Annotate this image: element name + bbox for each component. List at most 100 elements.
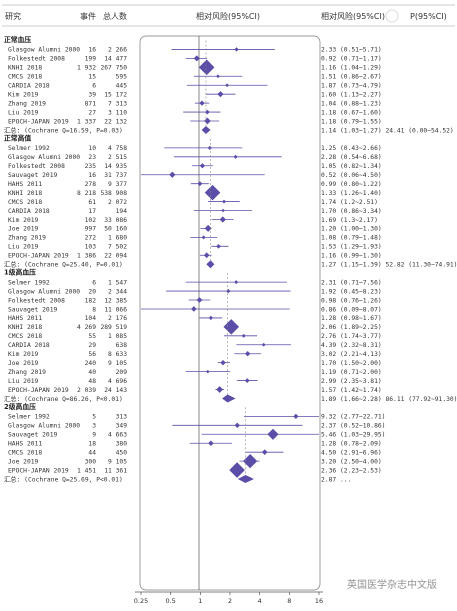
study-point-marker [220, 359, 226, 366]
study-rr-text: 2.31 (0.71~7.56) [321, 279, 382, 286]
study-events: 1 451 [77, 467, 96, 474]
study-point-marker [244, 351, 251, 357]
study-rr-text: 1.25 (0.43~2.66) [321, 145, 382, 152]
study-rr-text: 5.46 (1.03~29.95) [321, 432, 385, 439]
study-point-marker [198, 59, 215, 76]
study-events: 1 932 [77, 65, 96, 72]
study-events: 103 [85, 244, 97, 251]
plot-frame [139, 35, 321, 591]
study-events: 15 [88, 74, 96, 81]
study-name: Sauvaget 2019 [8, 432, 57, 439]
study-name: CMCS 2018 [8, 199, 42, 206]
study-point-marker [204, 117, 211, 125]
summary-rr-text: 2.87 ... [321, 476, 351, 483]
study-total: 9 105 [108, 458, 127, 465]
study-point-marker [293, 413, 299, 420]
study-total: 313 [116, 414, 128, 421]
study-name: Glasgow Alumni 2000 [8, 423, 80, 430]
study-events: 871 [85, 100, 97, 107]
study-name: Folkestedt 2008 [8, 163, 65, 170]
study-events: 300 [85, 458, 97, 465]
study-name: CMCS 2018 [8, 449, 42, 456]
study-point-marker [225, 83, 229, 88]
study-name: Glasgow Alumni 2000 [8, 288, 80, 295]
study-rr-text: 1.16 (0.99~1.30) [321, 253, 382, 260]
study-events: 23 [88, 154, 96, 161]
study-rr-text: 2.06 (1.89~2.25) [321, 324, 382, 331]
study-rr-text: 2.28 (0.54~6.68) [321, 154, 382, 161]
study-events: 9 [92, 432, 96, 439]
study-point-marker [207, 145, 213, 151]
study-total: 1 547 [108, 279, 127, 286]
study-name: Liu 2019 [8, 244, 39, 251]
study-rr-text: 1.16 (1.04~1.29) [321, 65, 382, 72]
study-name: Liu 2019 [8, 109, 39, 116]
study-name: Joe 2019 [8, 360, 39, 367]
study-name: EPOCH-JAPAN 2019 [8, 253, 69, 260]
study-events: 2 039 [77, 387, 96, 394]
study-events: 182 [85, 297, 97, 304]
study-rr-text: 1.19 (0.71~2.00) [321, 369, 382, 376]
study-rr-text: 0.92 (0.71~1.17) [321, 56, 382, 63]
study-events: 20 [88, 288, 96, 295]
study-point-marker [199, 163, 206, 169]
study-name: Zhang 2019 [8, 100, 46, 107]
study-total: 4 663 [108, 432, 127, 439]
study-point-marker [242, 453, 258, 469]
study-rr-text: 0.98 (0.76~1.26) [321, 297, 382, 304]
study-events: 8 [92, 306, 96, 313]
study-total: 2 515 [108, 154, 127, 161]
study-name: EPOCH-JAPAN 2019 [8, 467, 69, 474]
study-rr-text: 1.57 (1.42~1.74) [321, 387, 382, 394]
study-name: Joe 2019 [8, 226, 39, 233]
study-point-marker [203, 252, 210, 259]
summary-rr-text: 1.27 (1.15~1.39) 52.82 (11.30~74.91) [321, 262, 457, 269]
study-total: 380 [116, 441, 128, 448]
study-rr-text: 1.28 (0.78~2.09) [321, 441, 382, 448]
study-total: 31 737 [104, 172, 127, 179]
study-point-marker [206, 369, 210, 374]
summary-diamond [206, 260, 215, 269]
study-point-marker [191, 306, 197, 312]
summary-label: 汇总: (Cochrane Q=25.40, P=0.01) [4, 260, 123, 269]
study-total: 9 377 [108, 181, 127, 188]
study-point-marker [208, 440, 214, 446]
summary-diamond [201, 125, 211, 134]
study-rr-text: 3.02 (2.21~4.13) [321, 351, 382, 358]
study-events: 16 [88, 47, 96, 54]
study-point-marker [204, 224, 212, 232]
study-name: Folkestedt 2008 [8, 297, 65, 304]
study-rr-text: 3.20 (2.50~4.00) [321, 458, 382, 465]
study-events: 6 [92, 83, 96, 90]
study-rr-text: 1.92 (0.45~8.23) [321, 288, 382, 295]
study-rr-text: 1.33 (1.26~1.40) [321, 190, 382, 197]
study-point-marker [205, 109, 210, 115]
study-rr-text: 1.74 (1.2~2.51) [321, 199, 378, 206]
study-point-marker [223, 319, 240, 335]
watermark-text: 英国医学杂志中文版 [347, 578, 437, 591]
study-rr-text: 1.60 (1.13~2.27) [321, 91, 382, 98]
study-point-marker [261, 342, 266, 347]
forest-rows: 正常血压 Glasgow Alumni 2000 16 2 266 2.33 (0.51… [4, 35, 457, 483]
study-name: EPOCH-JAPAN 2019 [8, 118, 69, 125]
study-rr-text: 1.08 (0.79~1.48) [321, 235, 382, 242]
summary-diamond [237, 475, 254, 484]
study-point-marker [216, 386, 224, 393]
study-events: 5 [92, 414, 96, 421]
study-total: 1 085 [108, 333, 127, 340]
x-axis-tick-label: 4 [258, 597, 262, 605]
study-events: 17 [88, 208, 96, 215]
x-axis-tick-label: 2 [228, 597, 232, 605]
study-rr-text: 2.76 (1.74~3.77) [321, 333, 382, 340]
study-name: KNHI 2018 [8, 190, 42, 197]
study-events: 16 [88, 172, 96, 179]
x-axis-tick-label: 1 [198, 597, 202, 605]
study-total: 2 176 [108, 315, 127, 322]
study-events: 10 [88, 145, 96, 152]
study-point-marker [267, 428, 279, 440]
group-title: 正常血压 [4, 35, 31, 44]
study-events: 40 [88, 369, 96, 376]
study-point-marker [169, 171, 176, 178]
study-events: 997 [85, 226, 97, 233]
